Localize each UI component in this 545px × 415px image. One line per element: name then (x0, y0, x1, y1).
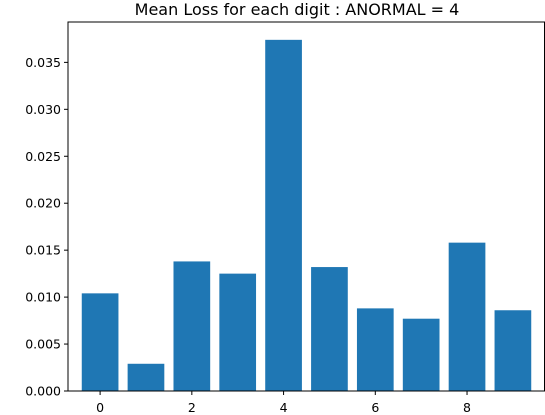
y-tick-label: 0.025 (25, 149, 61, 164)
y-axis-ticks: 0.000 0.005 0.010 0.015 0.020 0.025 0.030 0.035 (25, 55, 68, 399)
bar-digit-5 (311, 267, 348, 391)
bars-group (81, 39, 532, 392)
bar-digit-4 (265, 39, 302, 392)
y-tick-label: 0.010 (25, 290, 61, 305)
y-tick-label: 0.020 (25, 196, 61, 211)
bar-digit-2 (173, 261, 211, 391)
bar-digit-1 (127, 363, 165, 391)
bar-digit-9 (494, 310, 532, 391)
x-tick-label: 4 (280, 400, 288, 415)
y-tick-label: 0.030 (25, 102, 61, 117)
x-tick-label: 6 (371, 400, 379, 415)
x-tick-label: 8 (463, 400, 471, 415)
y-tick-label: 0.005 (25, 337, 61, 352)
chart-title: Mean Loss for each digit : ANORMAL = 4 (135, 0, 460, 19)
bar-digit-7 (402, 318, 440, 391)
y-tick-label: 0.035 (25, 55, 61, 70)
bar-digit-8 (448, 242, 486, 391)
x-tick-label: 2 (188, 400, 196, 415)
x-axis-ticks: 0 2 4 6 8 (96, 391, 471, 415)
bar-digit-6 (356, 308, 394, 391)
y-tick-label: 0.015 (25, 243, 61, 258)
bar-digit-3 (219, 273, 257, 391)
y-tick-label: 0.000 (25, 384, 61, 399)
bar-digit-0 (81, 293, 119, 391)
x-tick-label: 0 (96, 400, 104, 415)
